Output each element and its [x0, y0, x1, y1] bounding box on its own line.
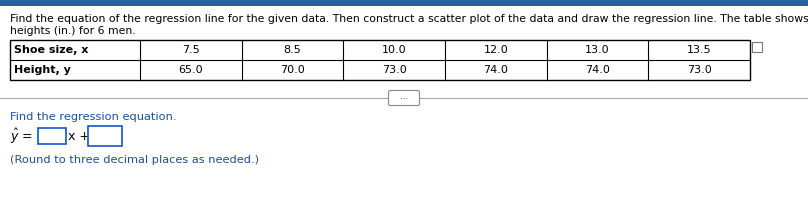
Bar [88, 126, 122, 146]
Bar [38, 128, 66, 144]
Text: 73.0: 73.0 [382, 65, 406, 75]
Text: 13.0: 13.0 [585, 45, 610, 55]
Text: 7.5: 7.5 [182, 45, 200, 55]
Text: (Round to three decimal places as needed.): (Round to three decimal places as needed… [10, 155, 259, 165]
Text: ⋯: ⋯ [400, 94, 408, 103]
Text: Find the equation of the regression line for the given data. Then construct a sc: Find the equation of the regression line… [10, 14, 808, 24]
Text: Height, y: Height, y [14, 65, 71, 75]
Text: $\hat{y}$ =: $\hat{y}$ = [10, 126, 33, 145]
Bar [752, 42, 762, 52]
Text: 13.5: 13.5 [687, 45, 712, 55]
Text: x +: x + [68, 130, 90, 143]
FancyBboxPatch shape [389, 90, 419, 105]
Text: 73.0: 73.0 [687, 65, 712, 75]
Text: Shoe size, x: Shoe size, x [14, 45, 88, 55]
Text: heights (in.) for 6 men.: heights (in.) for 6 men. [10, 26, 136, 36]
Bar [0, 0, 808, 6]
Text: 65.0: 65.0 [179, 65, 203, 75]
Text: 74.0: 74.0 [483, 65, 508, 75]
Text: 74.0: 74.0 [585, 65, 610, 75]
Text: 12.0: 12.0 [483, 45, 508, 55]
Text: 70.0: 70.0 [280, 65, 305, 75]
Text: 10.0: 10.0 [382, 45, 406, 55]
Text: Find the regression equation.: Find the regression equation. [10, 112, 176, 122]
Text: 8.5: 8.5 [284, 45, 301, 55]
Bar [10, 40, 750, 80]
